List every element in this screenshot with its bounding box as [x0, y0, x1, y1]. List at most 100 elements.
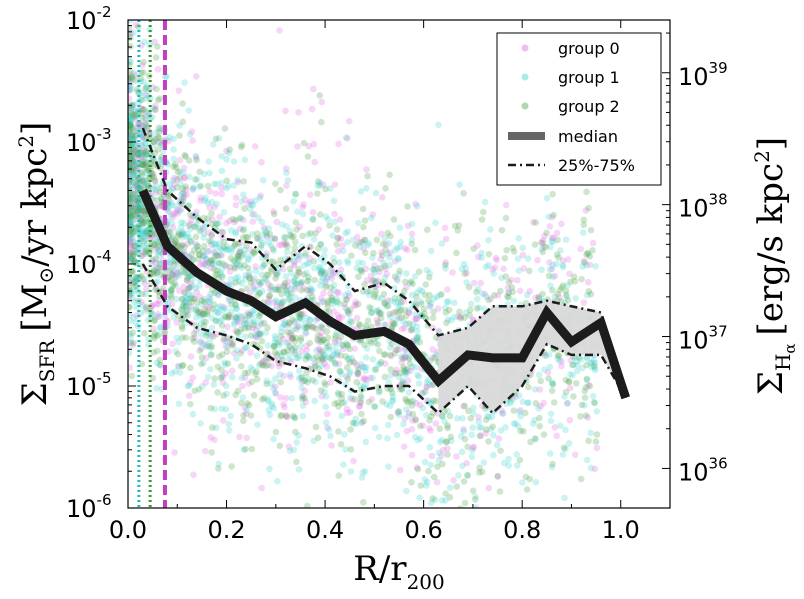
scatter-point-group-2 — [365, 398, 373, 406]
scatter-point-group-0 — [250, 211, 258, 218]
scatter-point-group-0 — [128, 233, 134, 240]
scatter-point-group-2 — [382, 246, 390, 253]
scatter-point-group-1 — [230, 321, 238, 329]
scatter-point-group-0 — [230, 349, 238, 357]
scatter-point-group-1 — [223, 390, 230, 398]
scatter-point-group-2 — [372, 366, 380, 373]
scatter-point-group-1 — [357, 338, 364, 345]
scatter-point-group-1 — [128, 58, 134, 66]
scatter-point-group-2 — [335, 428, 342, 435]
scatter-point-group-1 — [455, 472, 462, 479]
scatter-point-group-0 — [494, 292, 502, 299]
scatter-point-group-2 — [261, 261, 268, 268]
scatter-point-group-0 — [128, 155, 135, 162]
scatter-point-group-2 — [331, 335, 339, 342]
scatter-point-group-1 — [297, 279, 305, 287]
scatter-point-group-0 — [189, 137, 196, 144]
scatter-point-group-0 — [252, 326, 260, 334]
scatter-point-group-2 — [303, 369, 310, 377]
scatter-point-group-2 — [284, 243, 291, 250]
scatter-point-group-1 — [524, 399, 532, 407]
scatter-point-group-2 — [358, 410, 365, 418]
scatter-point-group-1 — [307, 284, 314, 292]
scatter-point-group-1 — [358, 474, 366, 481]
scatter-point-group-1 — [165, 306, 173, 314]
scatter-point-group-1 — [519, 244, 526, 252]
scatter-point-group-0 — [192, 327, 200, 334]
scatter-point-group-2 — [583, 188, 590, 196]
scatter-point-group-0 — [310, 140, 318, 148]
scatter-point-group-1 — [240, 446, 248, 454]
scatter-point-group-0 — [351, 302, 358, 309]
scatter-point-group-0 — [398, 359, 406, 366]
scatter-point-group-0 — [360, 236, 368, 244]
scatter-point-group-1 — [141, 38, 148, 46]
scatter-point-group-1 — [218, 405, 225, 413]
scatter-point-group-2 — [196, 227, 204, 235]
scatter-point-group-2 — [153, 85, 160, 93]
scatter-point-group-1 — [323, 344, 330, 352]
scatter-point-group-1 — [128, 179, 133, 187]
scatter-point-group-0 — [155, 300, 162, 308]
scatter-point-group-1 — [306, 355, 313, 362]
scatter-point-group-2 — [187, 237, 194, 245]
scatter-point-group-1 — [305, 277, 312, 284]
scatter-point-group-0 — [382, 360, 389, 368]
scatter-point-group-1 — [170, 146, 177, 153]
scatter-point-group-2 — [360, 223, 367, 231]
scatter-point-group-0 — [139, 133, 146, 140]
scatter-point-group-1 — [369, 266, 377, 273]
scatter-point-group-1 — [222, 382, 230, 390]
scatter-point-group-1 — [419, 404, 427, 412]
scatter-point-group-0 — [247, 289, 254, 297]
scatter-point-group-0 — [258, 484, 265, 492]
scatter-point-group-1 — [129, 172, 137, 179]
scatter-point-group-0 — [253, 334, 260, 341]
scatter-point-group-1 — [357, 394, 365, 402]
scatter-point-group-2 — [208, 449, 215, 456]
scatter-point-group-1 — [397, 353, 405, 361]
scatter-point-group-2 — [219, 351, 226, 358]
scatter-point-group-1 — [416, 286, 424, 294]
scatter-point-group-2 — [318, 118, 325, 126]
scatter-point-group-1 — [322, 403, 329, 411]
scatter-point-group-1 — [185, 234, 193, 241]
scatter-point-group-1 — [168, 219, 176, 227]
scatter-point-group-0 — [280, 401, 287, 408]
scatter-point-group-1 — [361, 468, 369, 475]
scatter-point-group-1 — [369, 374, 376, 382]
scatter-point-group-2 — [271, 349, 279, 357]
scatter-point-group-0 — [235, 178, 242, 186]
scatter-point-group-1 — [128, 116, 133, 124]
scatter-point-group-1 — [384, 250, 392, 258]
scatter-point-group-0 — [343, 295, 350, 303]
scatter-point-group-2 — [381, 373, 389, 381]
scatter-point-group-1 — [128, 220, 134, 228]
scatter-point-group-0 — [475, 413, 482, 421]
scatter-point-group-0 — [373, 316, 381, 324]
scatter-point-group-1 — [482, 263, 490, 271]
scatter-point-group-2 — [200, 310, 208, 318]
scatter-point-group-0 — [399, 379, 407, 386]
scatter-point-group-0 — [280, 283, 288, 291]
scatter-point-group-1 — [563, 293, 570, 301]
scatter-point-group-2 — [277, 378, 285, 386]
scatter-point-group-2 — [485, 438, 492, 445]
scatter-point-group-2 — [577, 475, 585, 483]
scatter-point-group-2 — [240, 178, 248, 185]
scatter-point-group-2 — [242, 445, 249, 453]
scatter-point-group-0 — [265, 280, 272, 288]
scatter-point-group-1 — [248, 211, 256, 218]
scatter-point-group-2 — [192, 233, 200, 241]
scatter-point-group-2 — [360, 499, 367, 506]
scatter-point-group-0 — [504, 284, 512, 292]
scatter-point-group-0 — [172, 274, 179, 282]
scatter-point-group-2 — [425, 467, 432, 475]
scatter-point-group-1 — [142, 116, 150, 123]
scatter-point-group-2 — [215, 259, 223, 267]
scatter-point-group-0 — [128, 221, 133, 229]
scatter-point-group-0 — [291, 319, 298, 326]
scatter-point-group-0 — [223, 147, 230, 155]
scatter-point-group-1 — [282, 285, 289, 293]
scatter-point-group-1 — [204, 247, 211, 255]
